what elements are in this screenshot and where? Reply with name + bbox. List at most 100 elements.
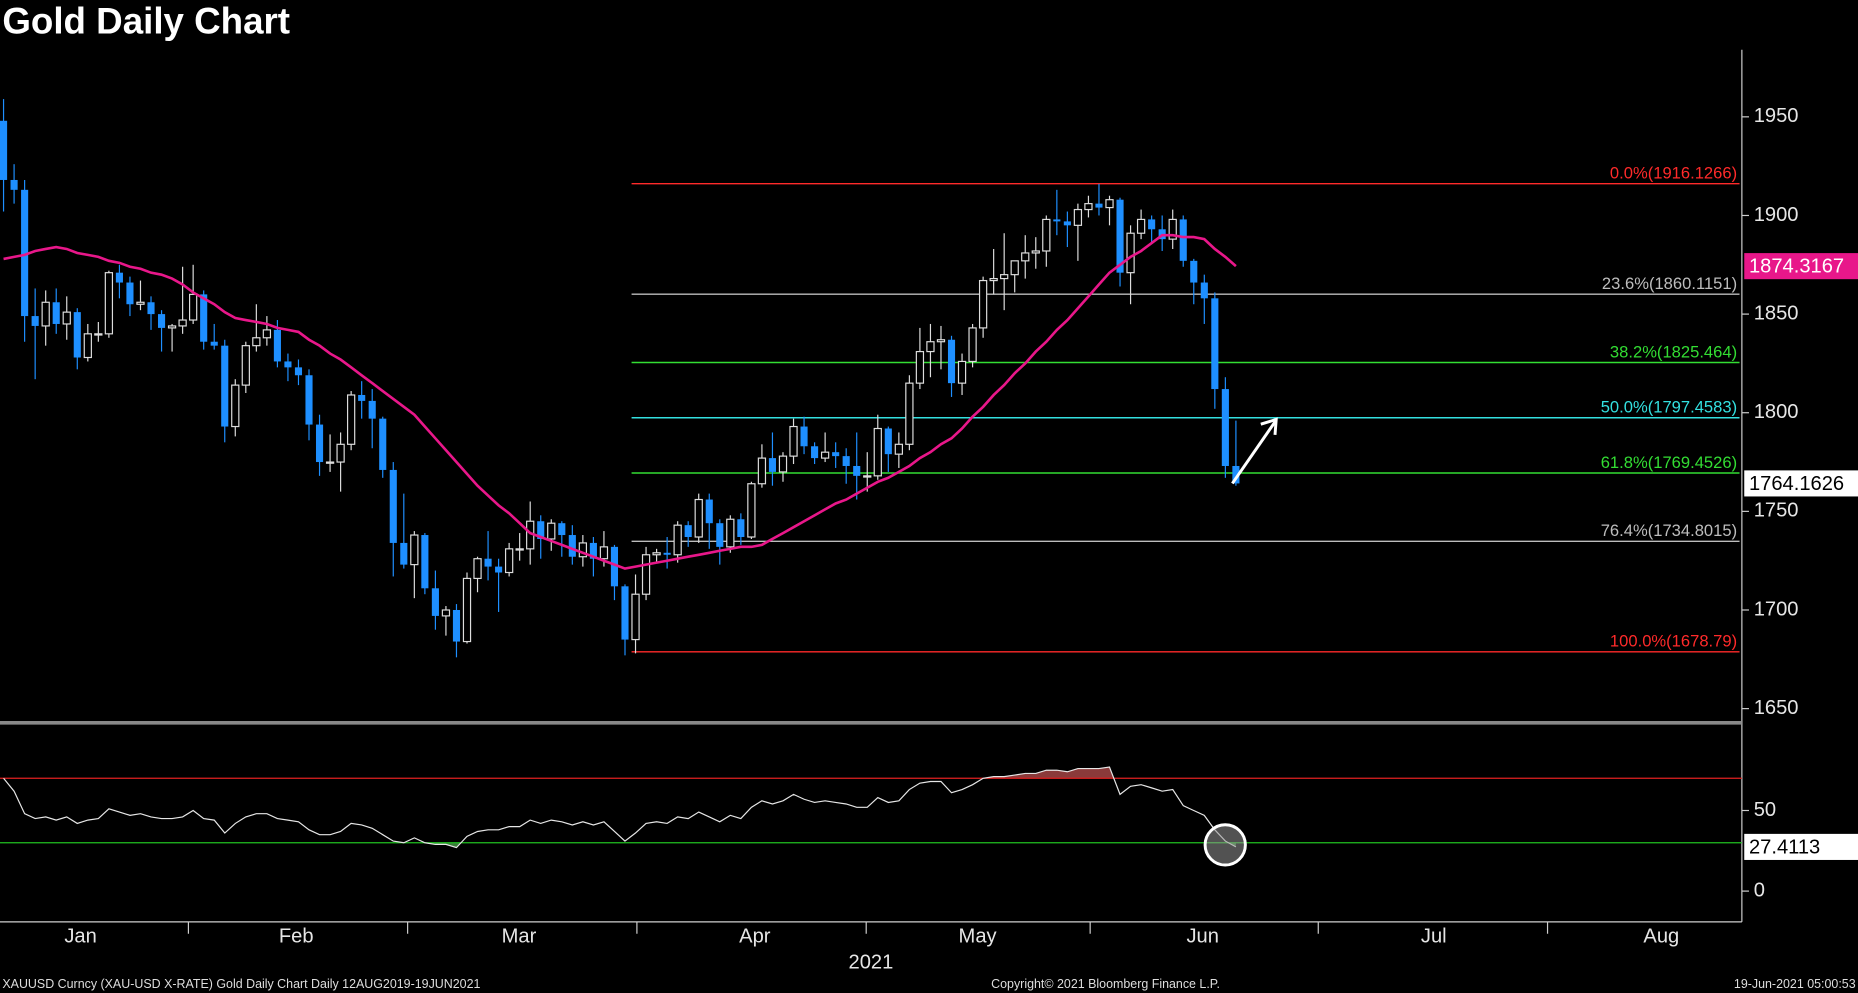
candle-body	[926, 341, 935, 353]
candle-body	[389, 469, 397, 543]
annotation-arrow	[1231, 421, 1277, 485]
candle-body	[294, 367, 303, 376]
candle-body	[757, 457, 767, 485]
candle-body	[853, 465, 861, 476]
x-tick-label: Jul	[1421, 926, 1447, 948]
candle-body	[31, 316, 39, 326]
x-tick-label: Apr	[739, 926, 771, 948]
ma-last-value: 1874.3167	[1749, 256, 1844, 278]
candle-body	[631, 593, 640, 641]
candle-body	[1031, 250, 1040, 254]
candle-body	[94, 333, 103, 336]
x-tick-label: May	[959, 926, 998, 948]
candle-body	[641, 554, 651, 595]
candle-body	[21, 189, 29, 317]
candle-body	[842, 456, 850, 466]
year-label: 2021	[849, 952, 894, 974]
x-tick-label: Jan	[64, 926, 96, 948]
x-tick-label: Jun	[1186, 926, 1218, 948]
candle-body	[1073, 208, 1083, 226]
candle-body	[599, 546, 609, 560]
fib-label: 0.0%(1916.1266)	[1610, 164, 1737, 183]
candle-body	[800, 426, 808, 447]
candle-body	[1095, 203, 1103, 208]
candle-body	[1168, 218, 1177, 240]
candle-body	[621, 586, 629, 640]
candle-body	[663, 552, 671, 555]
candle-body	[537, 521, 545, 539]
candle-body	[221, 345, 229, 427]
candle-body	[104, 272, 114, 335]
candle-body	[431, 588, 439, 616]
candle-body	[684, 525, 692, 538]
y-tick-label: 1900	[1754, 204, 1799, 226]
candle-body	[1042, 218, 1051, 252]
moving-average-line	[3, 233, 1237, 570]
candle-body	[936, 339, 946, 343]
candle-body	[41, 301, 50, 327]
candle-body	[167, 325, 177, 329]
candle-body	[1126, 232, 1135, 274]
fib-label: 76.4%(1734.8015)	[1601, 521, 1737, 540]
candle-body	[737, 519, 745, 538]
candle-body	[452, 609, 461, 642]
candle-body	[1190, 260, 1198, 283]
candle-body	[989, 278, 998, 282]
last-price-box	[1744, 470, 1858, 497]
candle-body	[1232, 465, 1240, 484]
candle-body	[968, 327, 977, 363]
candle-body	[10, 179, 18, 190]
y-tick-label: 1950	[1754, 105, 1799, 127]
candle-body	[905, 382, 914, 445]
candle-body	[957, 360, 967, 384]
rsi-last-value-box	[1744, 833, 1858, 860]
last-price: 1764.1626	[1749, 473, 1844, 495]
rsi-y-tick-label: 0	[1754, 879, 1765, 901]
source-note: XAUUSD Curncy (XAU-USD X-RATE) Gold Dail…	[2, 977, 480, 991]
copyright: Copyright© 2021 Bloomberg Finance L.P.	[991, 977, 1220, 991]
candle-body	[1221, 389, 1229, 466]
timestamp: 19-Jun-2021 05:00:53	[1734, 977, 1856, 991]
candle-body	[820, 451, 830, 459]
candle-body	[1211, 298, 1219, 390]
candle-body	[652, 552, 661, 556]
candle-body	[747, 483, 756, 538]
rsi-last-value: 27.4113	[1749, 836, 1820, 858]
candle-body	[1136, 218, 1146, 234]
candle-body	[705, 499, 713, 524]
candle-body	[778, 455, 788, 473]
candle-body	[1021, 252, 1030, 262]
candle-body	[83, 333, 92, 359]
candle-body	[978, 279, 988, 329]
candle-body	[894, 443, 903, 455]
candle-body	[1200, 282, 1208, 299]
candle-body	[716, 523, 724, 547]
candle-body	[589, 542, 597, 559]
candle-body	[379, 418, 387, 470]
candle-body	[694, 498, 703, 538]
candle-body	[726, 518, 735, 548]
candle-body	[441, 609, 451, 617]
rsi-line	[3, 766, 1237, 849]
y-tick-label: 1650	[1754, 697, 1799, 719]
candle-body	[410, 534, 419, 566]
candle-body	[504, 548, 514, 574]
candle-body	[400, 542, 408, 565]
y-tick-label: 1700	[1754, 598, 1799, 620]
candle-body	[863, 475, 872, 478]
ma-last-value-box	[1744, 253, 1858, 280]
candle-body	[495, 566, 503, 573]
candle-body	[1105, 199, 1114, 209]
candle-body	[336, 443, 345, 463]
candle-body	[252, 337, 261, 347]
chart-title: Gold Daily Chart	[2, 0, 290, 41]
candle-body	[1179, 219, 1187, 261]
y-tick-label: 1800	[1754, 401, 1799, 423]
candle-body	[0, 120, 8, 180]
candle-body	[1084, 203, 1093, 211]
candle-body	[52, 302, 60, 324]
candle-body	[1148, 219, 1156, 230]
candle-body	[915, 350, 925, 384]
x-tick-label: Feb	[279, 926, 314, 948]
